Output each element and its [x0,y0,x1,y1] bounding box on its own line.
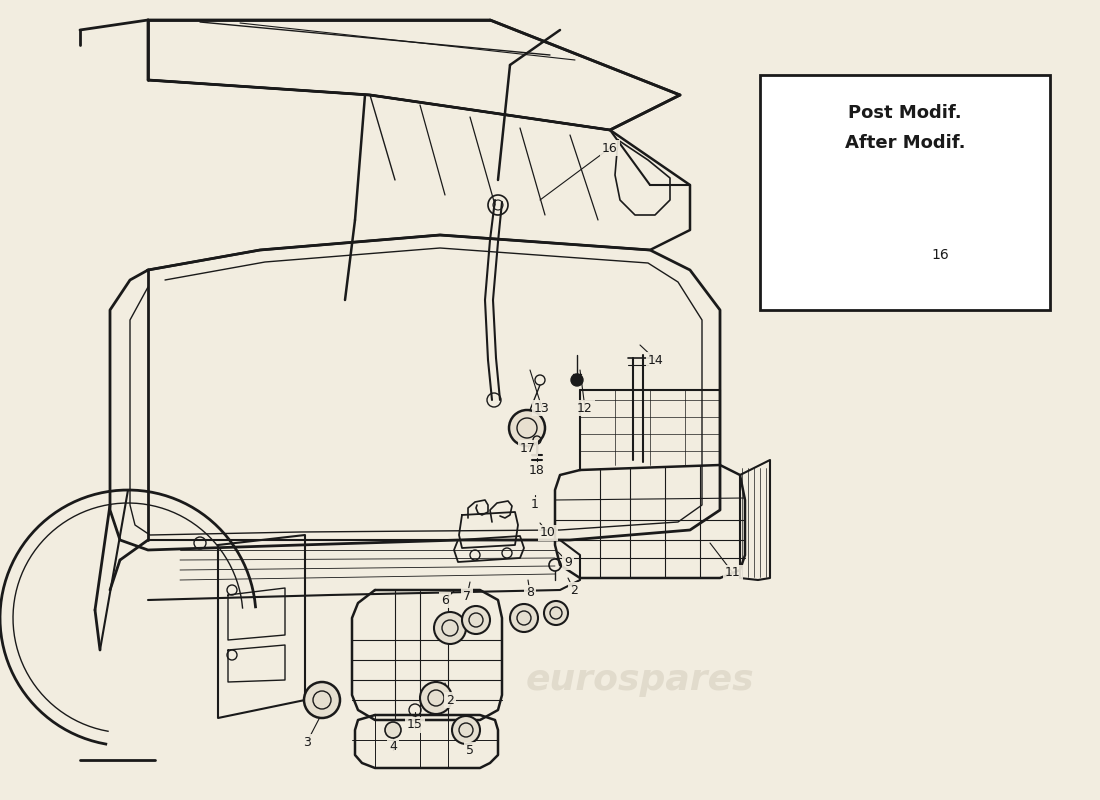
Polygon shape [454,536,524,562]
Text: 11: 11 [725,566,741,579]
Circle shape [509,410,544,446]
Text: After Modif.: After Modif. [845,134,966,152]
Text: 5: 5 [466,743,474,757]
Text: 14: 14 [648,354,664,366]
Circle shape [420,682,452,714]
Text: 6: 6 [441,594,449,606]
Polygon shape [459,512,518,548]
Polygon shape [556,465,745,578]
Polygon shape [228,645,285,682]
Text: 16: 16 [931,248,949,262]
Text: 3: 3 [304,735,311,749]
Text: 1: 1 [531,498,539,511]
Text: 2: 2 [570,583,578,597]
Text: 2: 2 [447,694,454,706]
Text: 7: 7 [463,590,471,602]
Text: 9: 9 [564,555,572,569]
Circle shape [434,612,466,644]
Text: 10: 10 [540,526,556,539]
Polygon shape [740,460,770,580]
Polygon shape [820,205,935,234]
Polygon shape [218,535,305,718]
Text: 12: 12 [578,402,593,414]
Text: 18: 18 [529,463,544,477]
Polygon shape [228,588,285,640]
Circle shape [462,606,490,634]
Circle shape [452,716,480,744]
Polygon shape [352,590,502,720]
Circle shape [385,722,402,738]
Polygon shape [110,235,720,550]
Circle shape [571,374,583,386]
Circle shape [544,601,568,625]
Text: 8: 8 [526,586,534,599]
Text: 16: 16 [602,142,618,154]
Text: 13: 13 [535,402,550,414]
Bar [760,75,1050,310]
Text: 17: 17 [520,442,536,454]
Circle shape [304,682,340,718]
Text: eurospares: eurospares [526,663,755,697]
Circle shape [510,604,538,632]
Text: eurospares: eurospares [145,313,374,347]
Polygon shape [148,20,680,130]
Text: Post Modif.: Post Modif. [848,104,961,122]
Polygon shape [615,140,670,215]
Polygon shape [355,715,498,768]
Text: 4: 4 [389,741,397,754]
Text: 15: 15 [407,718,422,731]
